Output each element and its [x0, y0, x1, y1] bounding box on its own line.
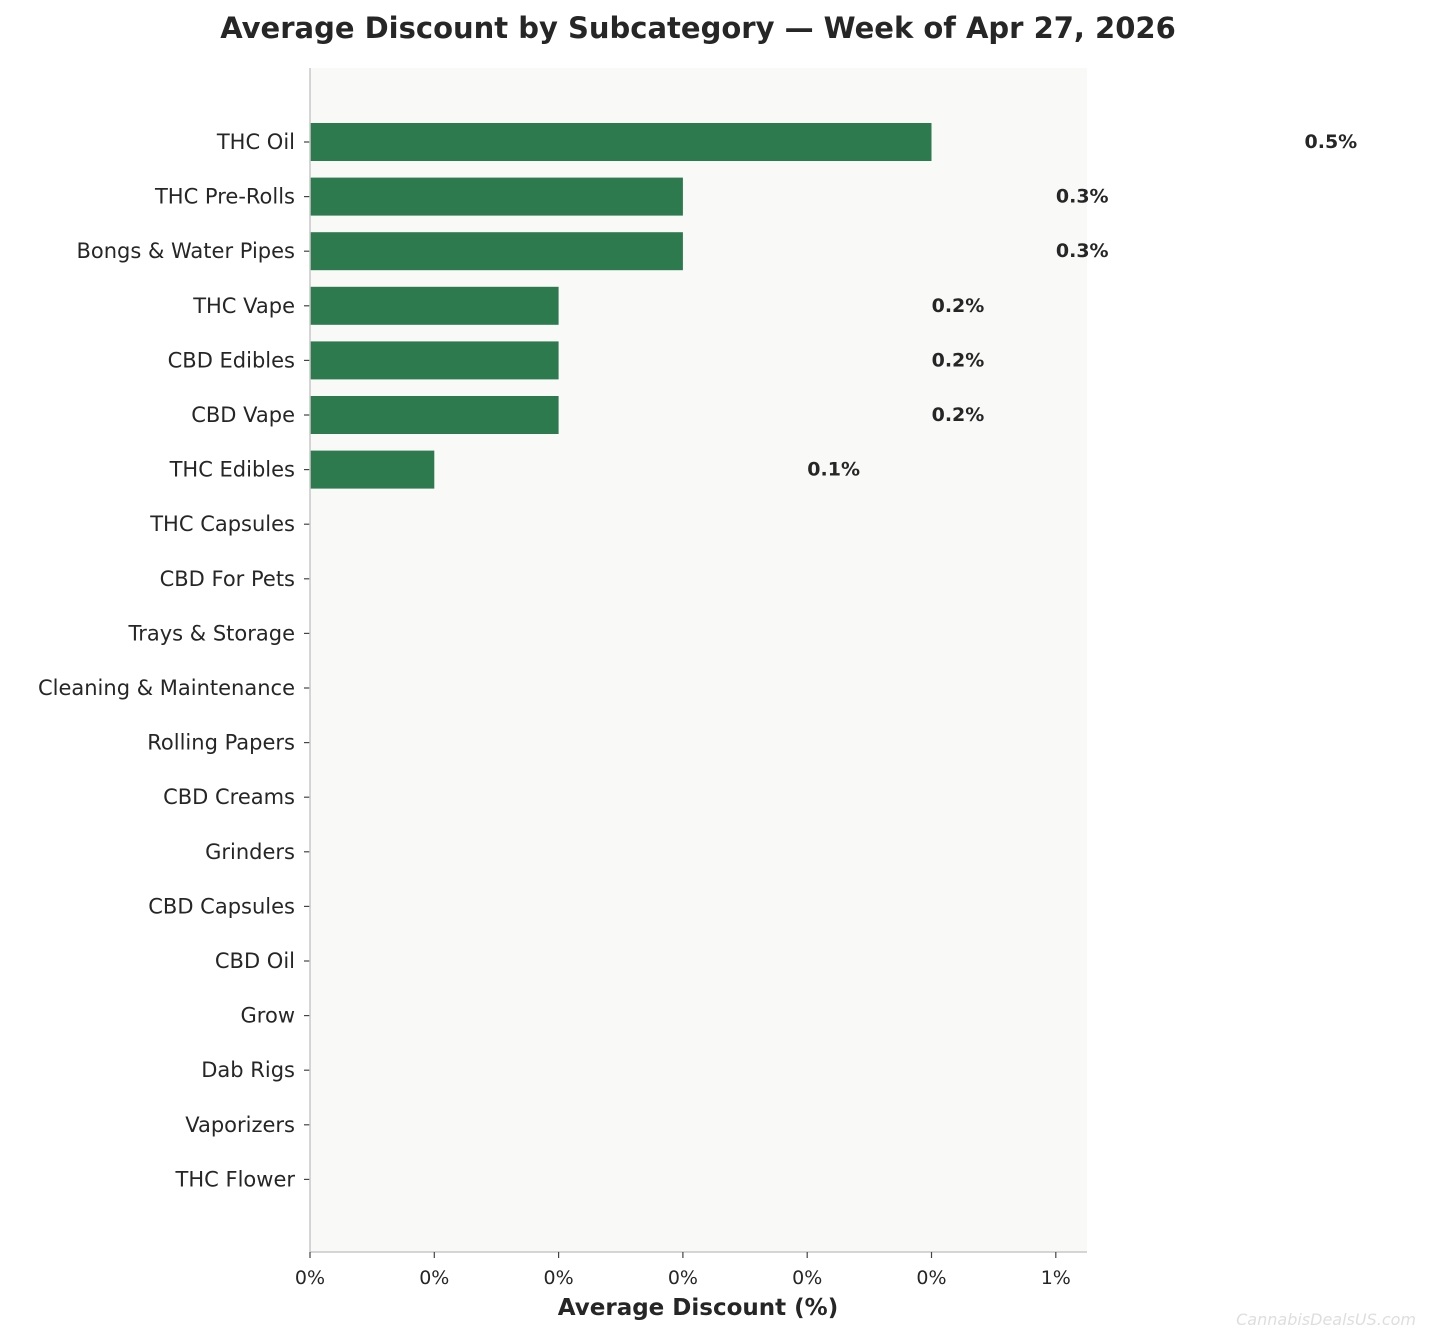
category-label: Grinders: [205, 840, 295, 864]
x-tick-label: 0%: [792, 1267, 822, 1289]
bar: [310, 450, 435, 489]
x-ticks-group: 0% 0% 0% 0% 0% 0% 1%: [295, 1252, 1071, 1289]
category-label: THC Edibles: [169, 458, 295, 482]
x-tick-label: 0%: [419, 1267, 449, 1289]
value-label: 0.3%: [1056, 186, 1109, 208]
category-label: THC Vape: [192, 294, 295, 318]
category-label: THC Flower: [175, 1167, 296, 1191]
value-label: 0.5%: [1305, 131, 1358, 153]
category-label: Grow: [241, 1004, 295, 1028]
x-tick-label: 1%: [1041, 1267, 1071, 1289]
category-labels-group: THC Oil THC Pre-Rolls Bongs & Water Pipes T…: [38, 130, 310, 1191]
bar: [310, 341, 559, 380]
category-label: Vaporizers: [185, 1113, 295, 1137]
x-tick-label: 0%: [916, 1267, 946, 1289]
category-label: CBD For Pets: [160, 567, 295, 591]
bar: [310, 177, 683, 216]
category-label: CBD Creams: [163, 785, 295, 809]
category-label: CBD Capsules: [148, 894, 295, 918]
bar: [310, 123, 932, 161]
chart-title: Average Discount by Subcategory — Week o…: [220, 11, 1176, 45]
x-tick-label: 0%: [295, 1267, 325, 1289]
bar: [310, 396, 559, 434]
x-tick-label: 0%: [544, 1267, 574, 1289]
value-label: 0.1%: [807, 459, 860, 481]
bar: [310, 232, 683, 271]
category-label: CBD Oil: [215, 949, 295, 973]
category-label: CBD Vape: [191, 403, 295, 427]
category-label: THC Pre-Rolls: [154, 185, 295, 209]
watermark: CannabisDealsUS.com: [1236, 1310, 1416, 1329]
value-label: 0.2%: [932, 404, 985, 426]
bars-group: [310, 123, 932, 489]
category-label: THC Oil: [216, 130, 295, 154]
bar: [310, 286, 559, 325]
category-label: Cleaning & Maintenance: [38, 676, 295, 700]
value-label: 0.3%: [1056, 240, 1109, 262]
category-label: Dab Rigs: [201, 1058, 295, 1082]
x-axis-label: Average Discount (%): [558, 1295, 838, 1321]
x-tick-label: 0%: [668, 1267, 698, 1289]
value-label: 0.2%: [932, 349, 985, 371]
value-labels-group: 0.5% 0.3% 0.3% 0.2% 0.2% 0.2% 0.1%: [807, 131, 1357, 481]
value-label: 0.2%: [932, 295, 985, 317]
category-label: Trays & Storage: [127, 621, 295, 645]
category-label: THC Capsules: [149, 512, 295, 536]
category-label: Rolling Papers: [147, 731, 295, 755]
category-label: Bongs & Water Pipes: [76, 239, 295, 263]
category-label: CBD Edibles: [168, 348, 295, 372]
